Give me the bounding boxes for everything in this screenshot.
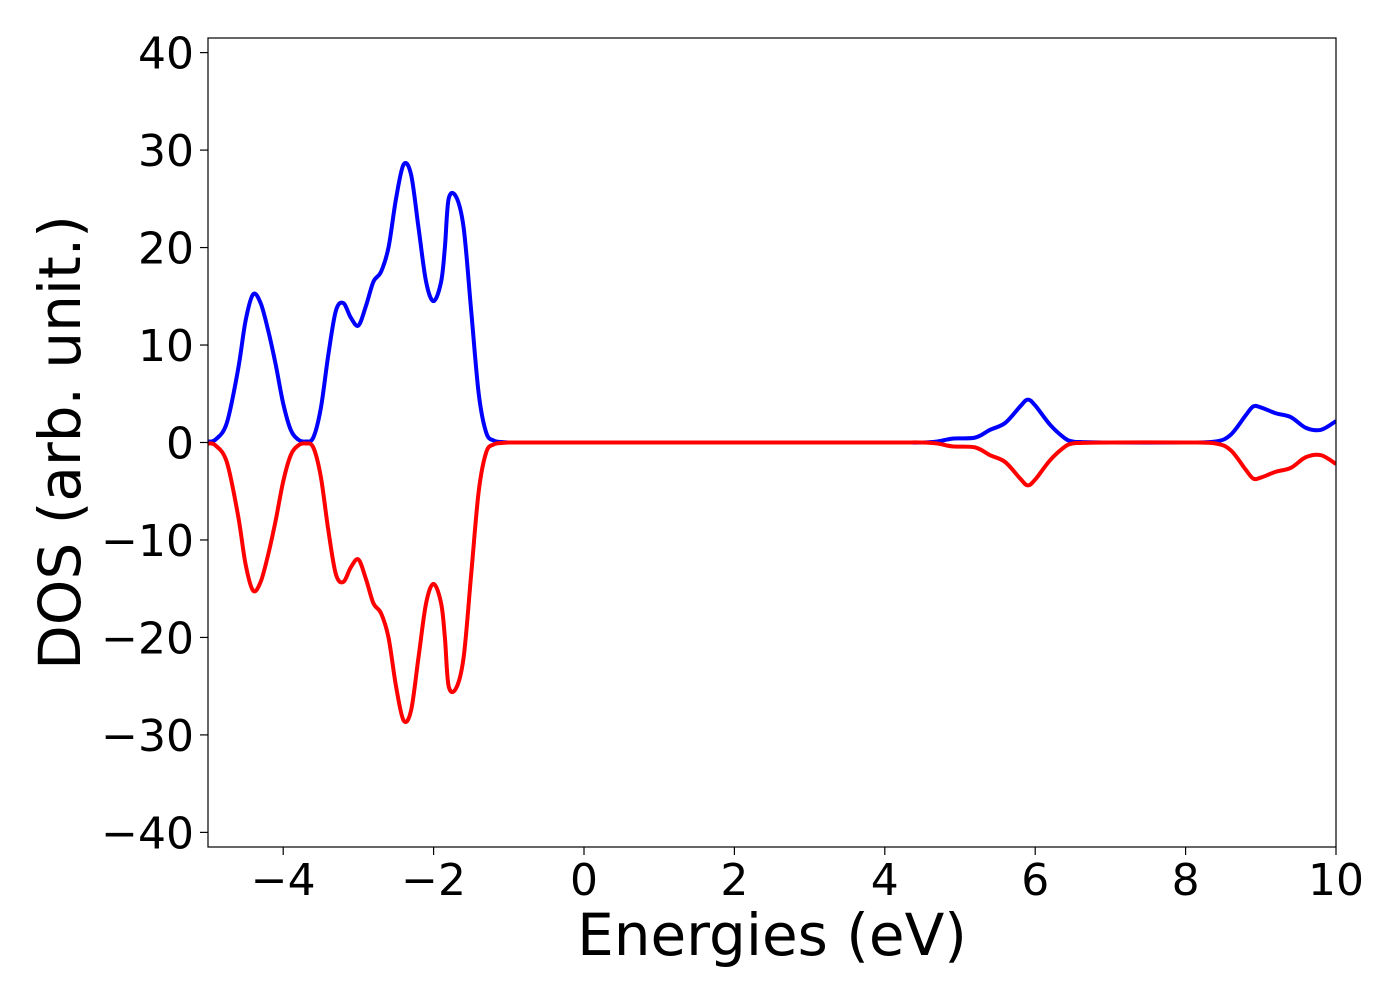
series-layer (208, 161, 1336, 724)
y-tick-label: −20 (101, 613, 194, 664)
y-tick-label: 0 (166, 419, 194, 470)
series-line-negative (208, 440, 1336, 724)
series-line-positive (208, 161, 1336, 445)
x-tick-label: 8 (1172, 855, 1200, 906)
x-tick-label: −2 (401, 855, 466, 906)
y-tick-label: 20 (138, 224, 194, 275)
y-tick-label: 40 (138, 29, 194, 80)
x-axis-label: Energies (eV) (577, 901, 967, 969)
x-tick-label: −4 (251, 855, 316, 906)
plot-area (207, 37, 1337, 848)
x-tick-label: 0 (570, 855, 598, 906)
y-tick-label: −40 (101, 808, 194, 859)
y-tick-label: −30 (101, 711, 194, 762)
y-tick-label: 30 (138, 126, 194, 177)
x-axis-ticks: −4 −2 0 2 4 6 8 10 (251, 847, 1364, 906)
x-tick-label: 10 (1308, 855, 1364, 906)
x-tick-label: 2 (720, 855, 748, 906)
y-axis-ticks: 40 30 20 10 0 −10 −20 −30 −40 (101, 29, 208, 859)
x-tick-label: 4 (871, 855, 899, 906)
y-tick-label: −10 (101, 516, 194, 567)
y-tick-label: 10 (138, 321, 194, 372)
x-tick-label: 6 (1021, 855, 1049, 906)
y-axis-label: DOS (arb. unit.) (26, 215, 94, 670)
